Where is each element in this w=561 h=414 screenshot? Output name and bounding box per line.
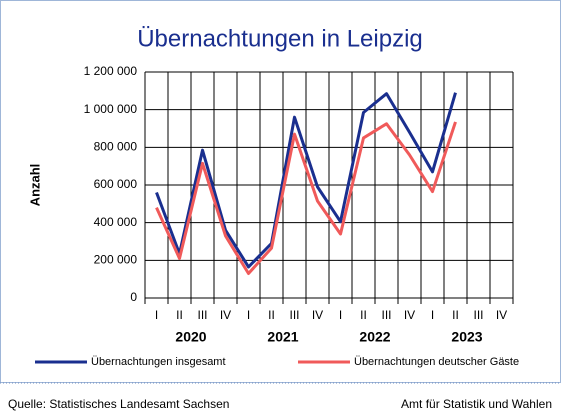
x-tick-label: IV [220,308,231,322]
y-tick-label: 600 000 [94,177,138,191]
y-axis-label: Anzahl [27,164,42,207]
x-tick-label: I [431,308,434,322]
x-tick-label: II [452,308,459,322]
x-tick-label: III [197,308,207,322]
year-label: 2021 [267,329,298,345]
year-label: 2023 [451,329,482,345]
y-tick-label: 200 000 [94,253,138,267]
y-tick-label: 1 200 000 [84,64,138,78]
x-tick-label: II [268,308,275,322]
x-tick-label: II [176,308,183,322]
x-tick-label: I [155,308,158,322]
series-line [155,121,457,276]
x-tick-label: III [473,308,483,322]
x-tick-label: IV [404,308,415,322]
y-tick-label: 1 000 000 [84,102,138,116]
legend-label: Übernachtungen deutscher Gäste [354,356,519,368]
x-tick-label: III [381,308,391,322]
x-tick-label: IV [496,308,507,322]
y-tick-label: 0 [130,290,137,304]
source: Amt für Statistik und Wahlen [401,397,552,411]
chart-title: Übernachtungen in Leipzig [137,25,423,52]
year-label: 2022 [359,329,390,345]
x-tick-label: I [339,308,342,322]
series-line [155,92,457,269]
legend-label: Übernachtungen insgesamt [91,356,226,368]
x-tick-label: II [360,308,367,322]
source: Quelle: Statistisches Landesamt Sachsen [8,397,229,411]
y-tick-label: 800 000 [94,140,138,154]
x-tick-label: III [289,308,299,322]
y-tick-label: 400 000 [94,215,138,229]
year-label: 2020 [175,329,206,345]
x-tick-label: IV [312,308,323,322]
x-tick-label: I [247,308,250,322]
